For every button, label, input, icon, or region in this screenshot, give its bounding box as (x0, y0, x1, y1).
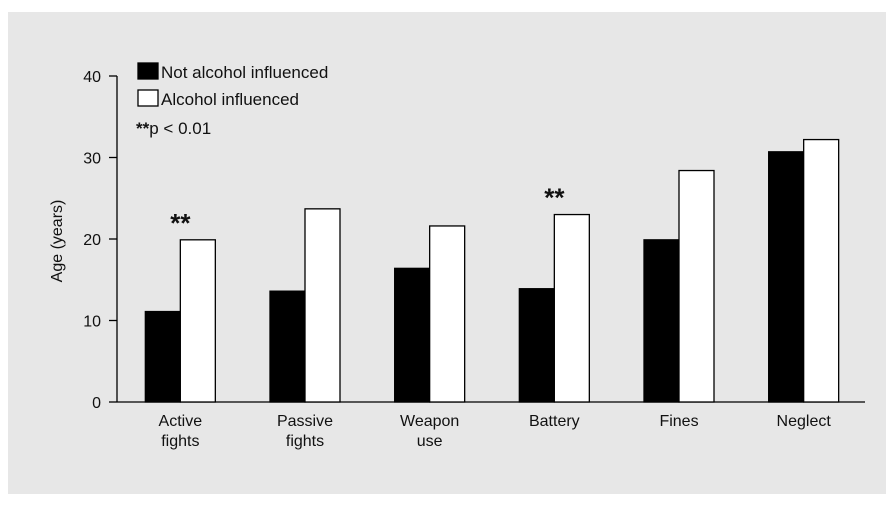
legend: Not alcohol influenced Alcohol influenced… (136, 62, 328, 138)
x-tick-label: Battery (529, 413, 580, 430)
y-axis: 0 10 20 30 40 Age (years) (49, 69, 118, 412)
bar-not-alcohol (643, 239, 680, 403)
bar-alcohol (304, 208, 341, 403)
bars (144, 138, 840, 403)
y-tick-label: 40 (83, 69, 101, 86)
x-tick-label: Fines (659, 413, 698, 430)
bar-alcohol (678, 169, 715, 403)
x-tick-label: Active fights (159, 413, 203, 450)
bar-not-alcohol (394, 267, 431, 403)
legend-label: Not alcohol influenced (161, 63, 328, 82)
legend-swatch (137, 62, 159, 80)
legend-swatch (137, 89, 159, 107)
x-tick-label: Passive fights (277, 413, 333, 450)
significance-marker: ** (544, 183, 565, 213)
y-tick-label: 20 (83, 232, 101, 249)
y-axis-label: Age (years) (49, 200, 66, 283)
bar-not-alcohol (768, 151, 805, 403)
bar-not-alcohol (518, 288, 555, 403)
bar-alcohol (803, 138, 840, 403)
x-tick-label: Neglect (777, 413, 832, 430)
y-tick-label: 30 (83, 151, 101, 168)
bar-alcohol (179, 239, 216, 403)
bar-not-alcohol (269, 290, 306, 403)
legend-label: Alcohol influenced (161, 90, 299, 109)
x-axis: Active fights Passive fights Weapon use Batter… (117, 401, 865, 450)
significance-markers: ** ** (170, 183, 565, 238)
bar-alcohol (429, 225, 466, 403)
y-tick-label: 0 (92, 395, 101, 412)
y-tick-label: 10 (83, 314, 101, 331)
bar-alcohol (553, 213, 590, 403)
bar-not-alcohol (144, 310, 181, 403)
legend-note: **p < 0.01 (136, 119, 211, 138)
significance-marker: ** (170, 208, 191, 238)
x-tick-label: Weapon use (400, 413, 459, 450)
